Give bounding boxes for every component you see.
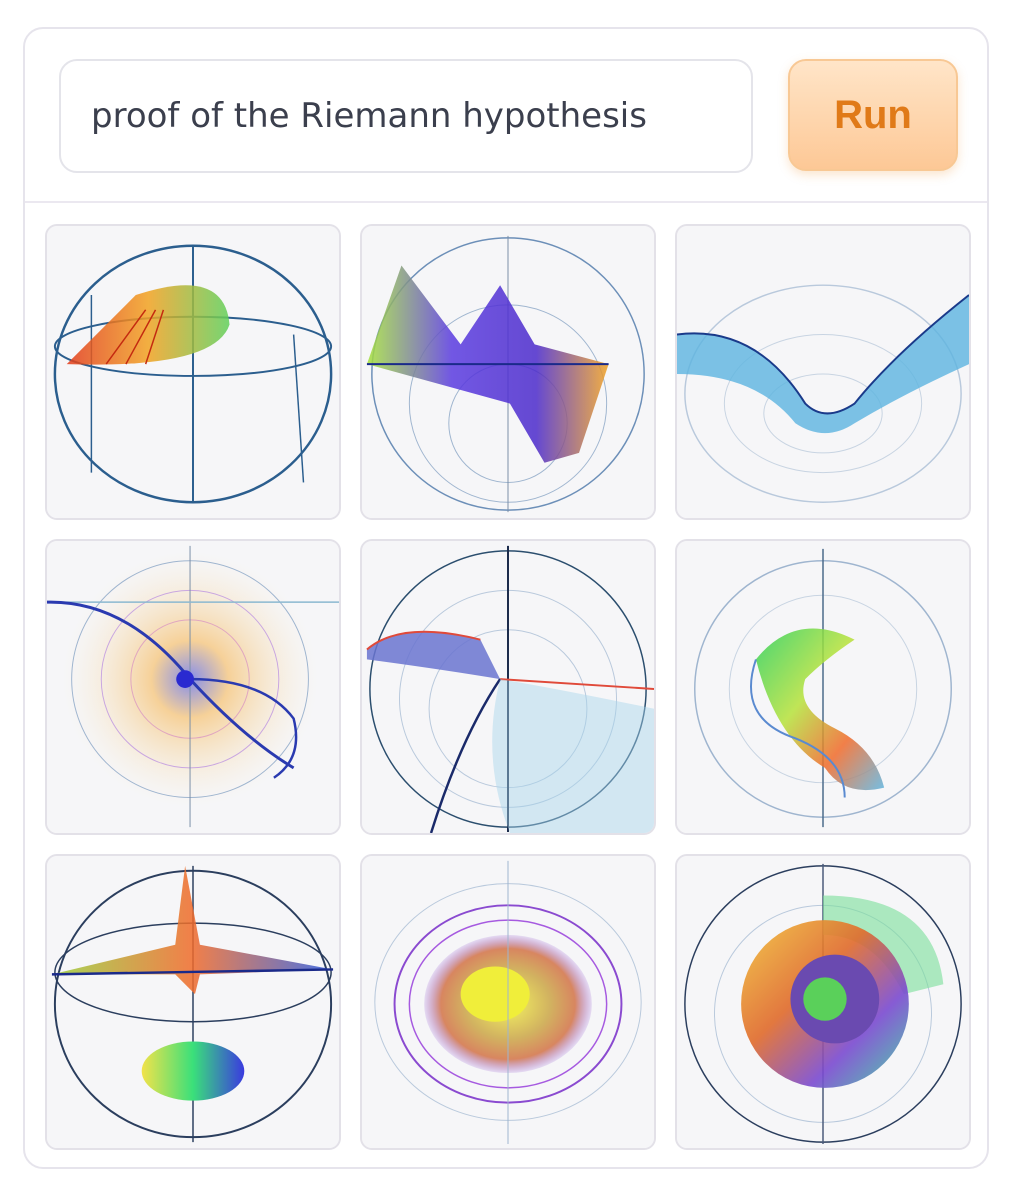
- gallery-image-2[interactable]: [360, 224, 656, 520]
- gallery-image-5[interactable]: [360, 539, 656, 835]
- gallery-image-4[interactable]: [45, 539, 341, 835]
- sketch-wave-image: [362, 541, 654, 833]
- run-button-label: Run: [834, 92, 912, 137]
- sketch-rings-image: [362, 856, 654, 1148]
- sketch-shell-image: [677, 856, 969, 1148]
- sketch-saddle-image: [677, 226, 969, 518]
- gallery-image-3[interactable]: [675, 224, 971, 520]
- gallery-image-1[interactable]: [45, 224, 341, 520]
- app-card: proof of the Riemann hypothesis Run: [23, 27, 989, 1169]
- gallery-image-9[interactable]: [675, 854, 971, 1150]
- sketch-sphere-image: [47, 226, 339, 518]
- sketch-surface-image: [362, 226, 654, 518]
- gallery-image-6[interactable]: [675, 539, 971, 835]
- sketch-star-image: [47, 856, 339, 1148]
- sketch-vortex-image: [47, 541, 339, 833]
- divider: [25, 201, 987, 203]
- prompt-text: proof of the Riemann hypothesis: [91, 96, 647, 136]
- gallery-image-8[interactable]: [360, 854, 656, 1150]
- prompt-input[interactable]: proof of the Riemann hypothesis: [59, 59, 753, 173]
- sketch-spiral-image: [677, 541, 969, 833]
- gallery-image-7[interactable]: [45, 854, 341, 1150]
- run-button[interactable]: Run: [788, 59, 958, 171]
